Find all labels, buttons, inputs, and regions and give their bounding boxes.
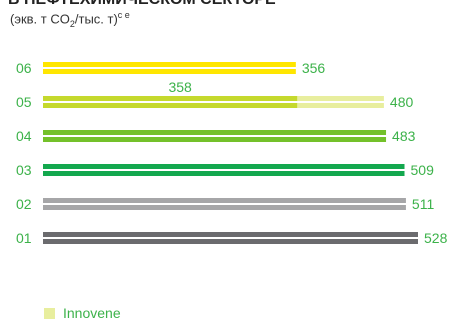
subtitle-suffix: /тыс. т): [74, 11, 118, 27]
bar-03-top: [43, 164, 405, 169]
bar-segment-05-innovene-top: [297, 96, 384, 101]
value-label-06: 356: [302, 60, 326, 76]
bar-04-top: [43, 130, 387, 135]
category-label-04: 04: [16, 128, 32, 144]
legend-label-innovene: Innovene: [63, 305, 121, 321]
bar-01-top: [43, 232, 418, 237]
bar-04-bottom: [43, 137, 387, 142]
value-label-02: 511: [412, 196, 435, 212]
bar-segment-05-innovene-bottom: [297, 103, 384, 108]
category-label-03: 03: [16, 162, 32, 178]
category-label-02: 02: [16, 196, 32, 212]
legend: Innovene: [44, 305, 121, 321]
bar-06-bottom: [43, 69, 296, 74]
subtitle-subscript: 2: [69, 18, 75, 29]
value-label-05: 480: [390, 94, 414, 110]
value-label-01: 528: [424, 230, 448, 246]
chart-subtitle: (экв. т CO2/тыс. т)c e: [10, 10, 130, 29]
subtitle-superscript: c e: [117, 10, 130, 20]
value-label-04: 483: [392, 128, 416, 144]
bar-05-bottom: [43, 103, 298, 108]
value-label-03: 509: [411, 162, 435, 178]
chart-title: В НЕФТЕХИМИЧЕСКОМ СЕКТОРЕ: [8, 0, 453, 9]
category-label-05: 05: [16, 94, 32, 110]
category-label-01: 01: [16, 230, 32, 246]
bar-03-bottom: [43, 171, 405, 176]
bar-02-bottom: [43, 205, 406, 210]
bar-chart: 06 356 358 05 480 04 483 03 509 02 511 01 528: [16, 60, 448, 246]
annotation-label-05: 358: [168, 79, 192, 95]
subtitle-prefix: (экв. т CO: [10, 11, 70, 27]
bar-01-bottom: [43, 239, 418, 244]
bar-05-top: [43, 96, 298, 101]
legend-swatch-innovene: [44, 307, 55, 319]
category-label-06: 06: [16, 60, 32, 76]
bar-06-top: [43, 62, 296, 67]
bar-02-top: [43, 198, 406, 203]
